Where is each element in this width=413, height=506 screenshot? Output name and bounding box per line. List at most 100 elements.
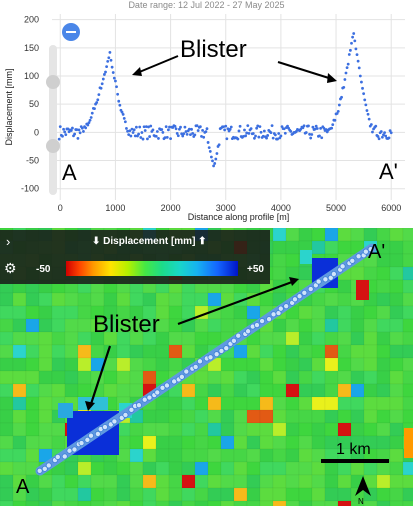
map-cell — [129, 461, 144, 476]
map-cell — [376, 292, 391, 307]
map-cell — [246, 409, 261, 424]
map-cell — [129, 357, 144, 372]
map-cell — [168, 474, 183, 489]
data-point — [187, 127, 191, 131]
map-cell — [25, 292, 40, 307]
data-point — [161, 130, 165, 134]
data-point — [80, 126, 84, 130]
arrow-right-head — [327, 73, 337, 83]
map-cell — [246, 305, 261, 320]
map-cell — [246, 487, 261, 502]
profile-point — [315, 278, 322, 285]
map-cell — [142, 370, 157, 385]
profile-point — [54, 453, 61, 460]
profile-point — [196, 358, 203, 365]
map-cell — [38, 474, 53, 489]
map-cell — [259, 292, 274, 307]
chevron-right-icon[interactable]: › — [6, 234, 11, 249]
map-cell — [155, 448, 170, 463]
data-point — [270, 124, 274, 128]
map-cell — [350, 344, 365, 359]
map-cell — [181, 409, 196, 424]
data-point — [389, 131, 393, 135]
data-point — [114, 79, 117, 83]
map-cell — [259, 448, 274, 463]
slider-handle-top — [46, 75, 60, 89]
map-cell — [77, 474, 92, 489]
map-cell — [311, 344, 326, 359]
data-point — [265, 136, 268, 140]
map-cell — [350, 422, 365, 437]
x-tick-label: 4000 — [271, 203, 291, 213]
map-cell — [259, 461, 274, 476]
map-cell — [194, 487, 209, 502]
map-cell — [324, 240, 339, 255]
map-cell — [298, 396, 313, 411]
map-cell — [103, 383, 118, 398]
profile-point — [122, 411, 129, 418]
map-cell — [285, 500, 300, 506]
map-cell — [389, 422, 404, 437]
map-cell — [259, 474, 274, 489]
data-point — [131, 131, 135, 134]
map-cell — [129, 500, 144, 506]
profile-point — [223, 345, 230, 352]
north-label: N — [358, 497, 364, 506]
map-cell — [77, 344, 92, 359]
map-cell — [285, 396, 300, 411]
map-cell — [181, 422, 196, 437]
map-cell — [259, 422, 274, 437]
data-point — [122, 116, 126, 120]
map-cell — [64, 318, 79, 333]
map-cell — [12, 357, 27, 372]
map-cell — [116, 292, 131, 307]
map-cell — [142, 409, 157, 424]
map-cell — [363, 383, 378, 398]
data-point — [96, 98, 100, 102]
map-cell — [376, 279, 391, 294]
gear-icon[interactable]: ⚙ — [4, 260, 17, 276]
data-point — [84, 126, 88, 130]
map-cell — [0, 396, 14, 411]
profile-point — [36, 467, 43, 474]
map-cell — [77, 487, 92, 502]
data-point — [118, 103, 122, 107]
map-cell — [181, 344, 196, 359]
data-point — [214, 157, 218, 161]
data-point — [151, 128, 155, 132]
map-cell — [12, 500, 27, 506]
map-cell — [311, 396, 326, 411]
data-point — [367, 117, 371, 121]
map-cell — [207, 383, 222, 398]
map-cell — [168, 396, 183, 411]
map-cell — [168, 500, 183, 506]
map-cell — [259, 396, 274, 411]
map-cell — [285, 318, 300, 333]
data-point — [179, 125, 182, 129]
data-point — [345, 66, 349, 70]
map-cell — [194, 370, 209, 385]
data-point — [63, 130, 67, 134]
map-cell — [168, 331, 183, 346]
data-point — [369, 123, 373, 126]
data-point — [182, 132, 186, 136]
map-cell — [77, 370, 92, 385]
map-cell — [298, 266, 313, 281]
map-cell — [207, 331, 222, 346]
data-point — [190, 127, 193, 131]
data-point — [225, 137, 229, 141]
data-point — [181, 134, 185, 138]
profile-point — [111, 418, 118, 425]
map-cell — [129, 422, 144, 437]
data-point — [356, 59, 360, 63]
data-point — [100, 82, 104, 86]
map-cell — [272, 383, 287, 398]
map-cell — [311, 292, 326, 307]
legend-title: ⬇ Displacement [mm] ⬆ — [92, 236, 207, 247]
data-point — [175, 132, 179, 135]
data-point — [379, 130, 383, 133]
data-point — [304, 131, 308, 134]
data-point — [110, 65, 114, 69]
map-cell — [376, 435, 391, 450]
y-tick-label: -100 — [21, 184, 39, 194]
